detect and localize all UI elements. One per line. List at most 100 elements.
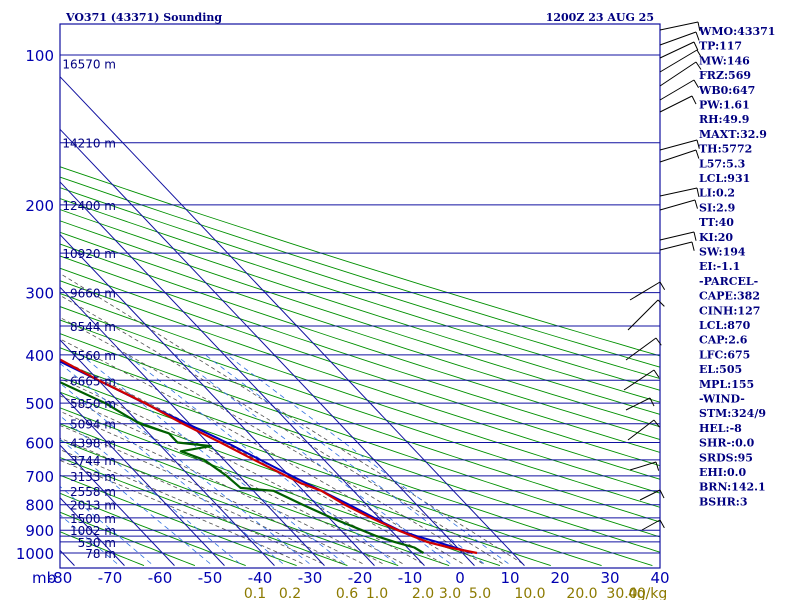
wind-barb-flag [659, 489, 665, 499]
wind-barb [627, 299, 659, 331]
temperature-line [60, 358, 478, 555]
wind-barb [659, 41, 695, 59]
isotherm [60, 128, 475, 566]
dry-adiabat [60, 511, 196, 567]
index-value: BRN:142.1 [699, 481, 766, 494]
dry-adiabat [60, 166, 660, 357]
height-label: 5094 m [70, 418, 116, 432]
wind-barb [659, 231, 695, 241]
pressure-tick-label: 800 [25, 497, 54, 515]
pressure-axis-label: mb [32, 569, 56, 587]
wind-barb [659, 199, 696, 211]
isotherm [60, 181, 425, 566]
wind-barb-flag [695, 61, 702, 70]
index-value: LFC:675 [699, 348, 750, 361]
wind-barb [659, 95, 693, 113]
index-value: SI:2.9 [699, 201, 735, 214]
temperature-tick-label: 10 [500, 569, 519, 587]
mixing-ratio-line [80, 354, 345, 564]
dry-adiabats [60, 166, 660, 567]
pressure-tick-label: 500 [25, 395, 54, 413]
wind-barb-flag [655, 337, 662, 346]
pressure-tick-label: 100 [25, 47, 54, 65]
mixing-ratio-label: 40 [628, 586, 646, 600]
mixing-ratio-label: 3.0 [439, 586, 461, 600]
isotherm [60, 75, 525, 566]
wind-barb [629, 281, 661, 301]
index-value: TP:117 [699, 40, 742, 53]
index-value: LCL:931 [699, 172, 750, 185]
wind-barb [659, 61, 697, 87]
index-value: CAPE:382 [699, 290, 760, 303]
moist-adiabat [60, 294, 503, 564]
plot-frame [59, 23, 661, 569]
index-value: MW:146 [699, 54, 750, 67]
pressure-tick-label: 600 [25, 435, 54, 453]
isotherms [60, 75, 525, 566]
dry-adiabat [60, 187, 660, 380]
height-label: 10920 m [62, 247, 116, 261]
index-value: SRDS:95 [699, 451, 753, 464]
isotherm [60, 339, 275, 566]
wind-barb-flag [696, 49, 703, 58]
dry-adiabat [60, 319, 660, 523]
wind-barb [629, 461, 657, 471]
wind-barb [659, 49, 698, 73]
wind-barb [659, 79, 695, 101]
index-value: PW:1.61 [699, 99, 750, 112]
mixing-ratio-label: 5.0 [469, 586, 491, 600]
moist-adiabat [60, 317, 483, 564]
temperature-tick-label: 0 [455, 569, 465, 587]
dry-adiabat [60, 220, 660, 415]
mixing-ratio-line [60, 485, 152, 564]
mixing-ratio-line [60, 514, 118, 564]
dry-adiabat [60, 407, 501, 567]
wind-barb [625, 397, 651, 411]
dry-adiabat [60, 243, 660, 440]
wind-barb [625, 337, 657, 361]
temperature-tick-label: -30 [298, 569, 323, 587]
height-label: 2558 m [70, 485, 116, 499]
height-label: 1500 m [70, 512, 116, 526]
mixing-ratio-label: 2.0 [412, 586, 434, 600]
wind-barb-flag [695, 31, 700, 41]
wind-barb-flag [696, 139, 700, 149]
temperature-tick-label: 30 [600, 569, 619, 587]
dry-adiabat [60, 439, 399, 567]
height-label: 12400 m [62, 199, 116, 213]
isotherm [60, 233, 375, 566]
mixing-ratio-label: 1.0 [366, 586, 388, 600]
index-value: SHR-:0.0 [699, 437, 755, 450]
index-value: CINH:127 [699, 304, 760, 317]
height-label: 1002 m [70, 524, 116, 538]
mixing-ratio-label: 0.2 [279, 586, 301, 600]
wind-barb [641, 519, 661, 531]
pressure-tick-label: 300 [25, 285, 54, 303]
wind-barb-flag [653, 369, 660, 378]
index-value: BSHR:3 [699, 495, 748, 508]
wind-barbs [623, 21, 703, 531]
height-label: 530 m [78, 536, 116, 550]
moist-adiabat [60, 449, 323, 564]
dry-adiabat [60, 267, 660, 467]
index-value: KI:20 [699, 231, 733, 244]
wind-barb-flag [655, 461, 660, 471]
wind-barb [639, 489, 661, 501]
mixing-ratio-label: 30.0 [606, 586, 637, 600]
mixing-ratio-label: 0.1 [244, 586, 266, 600]
pressure-tick-label: 200 [25, 197, 54, 215]
wind-barb-flag [659, 281, 666, 290]
dry-adiabat [60, 209, 660, 403]
mixing-ratio-label: g/kg [637, 586, 668, 600]
index-value: -PARCEL- [699, 275, 758, 288]
wind-barb [623, 369, 655, 391]
wind-barb-flag [693, 79, 699, 89]
isobars [60, 54, 660, 554]
height-label: 2013 m [70, 499, 116, 513]
dry-adiabat [60, 255, 660, 453]
index-value: HEL:-8 [699, 422, 742, 435]
index-value: FRZ:569 [699, 69, 751, 82]
pressure-tick-label: 900 [25, 522, 54, 540]
index-value: -WIND- [699, 393, 745, 406]
